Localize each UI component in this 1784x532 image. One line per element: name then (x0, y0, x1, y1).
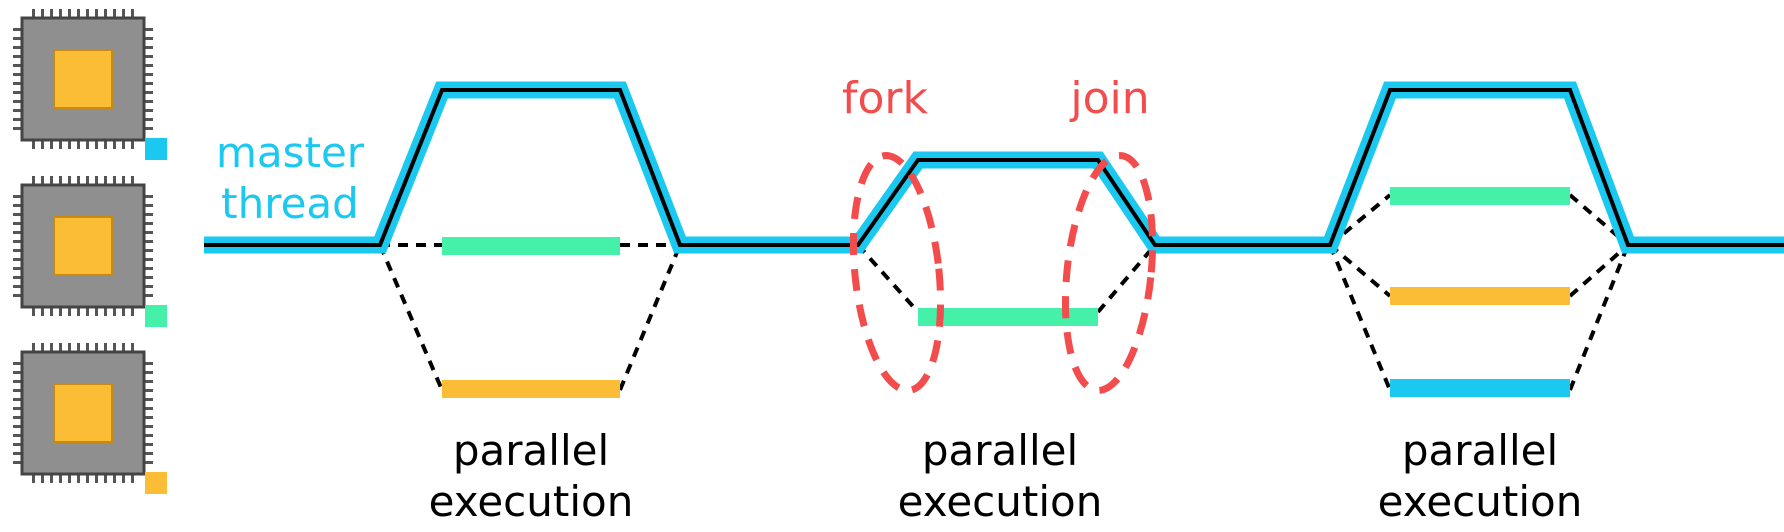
region-3-thread-orange (1390, 287, 1570, 305)
region-3-label-line2: execution (1378, 477, 1583, 526)
region-1-label-line2: execution (429, 477, 634, 526)
region-3-thread-green (1390, 187, 1570, 205)
master-thread-line (204, 88, 1784, 247)
master-thread (204, 81, 1784, 254)
master-thread-label-line2: thread (221, 179, 359, 228)
worker-threads (442, 187, 1570, 398)
join-label: join (1069, 73, 1149, 124)
master-thread-label-line1: master (216, 128, 365, 177)
region-2-label-line2: execution (898, 477, 1103, 526)
master-thread-path (204, 81, 1784, 254)
fork-label: fork (842, 73, 929, 124)
region-1-thread-green (442, 237, 620, 255)
region-1-label-line1: parallel (453, 426, 609, 475)
region-2-label-line1: parallel (922, 426, 1078, 475)
region-2-thread-green (918, 308, 1098, 326)
core-2-indicator (145, 305, 167, 327)
core-2-chip-icon (13, 176, 167, 327)
region-3-thread-cyan (1390, 379, 1570, 397)
core-1-indicator (145, 138, 167, 160)
join-ellipse (1061, 152, 1157, 394)
region-3-label-line1: parallel (1402, 426, 1558, 475)
core-3-chip-icon (13, 343, 167, 494)
region-1-thread-orange (442, 380, 620, 398)
cpu-cores (13, 9, 167, 494)
core-1-chip-icon (13, 9, 167, 160)
core-3-indicator (145, 472, 167, 494)
fork-ellipse (849, 152, 945, 394)
